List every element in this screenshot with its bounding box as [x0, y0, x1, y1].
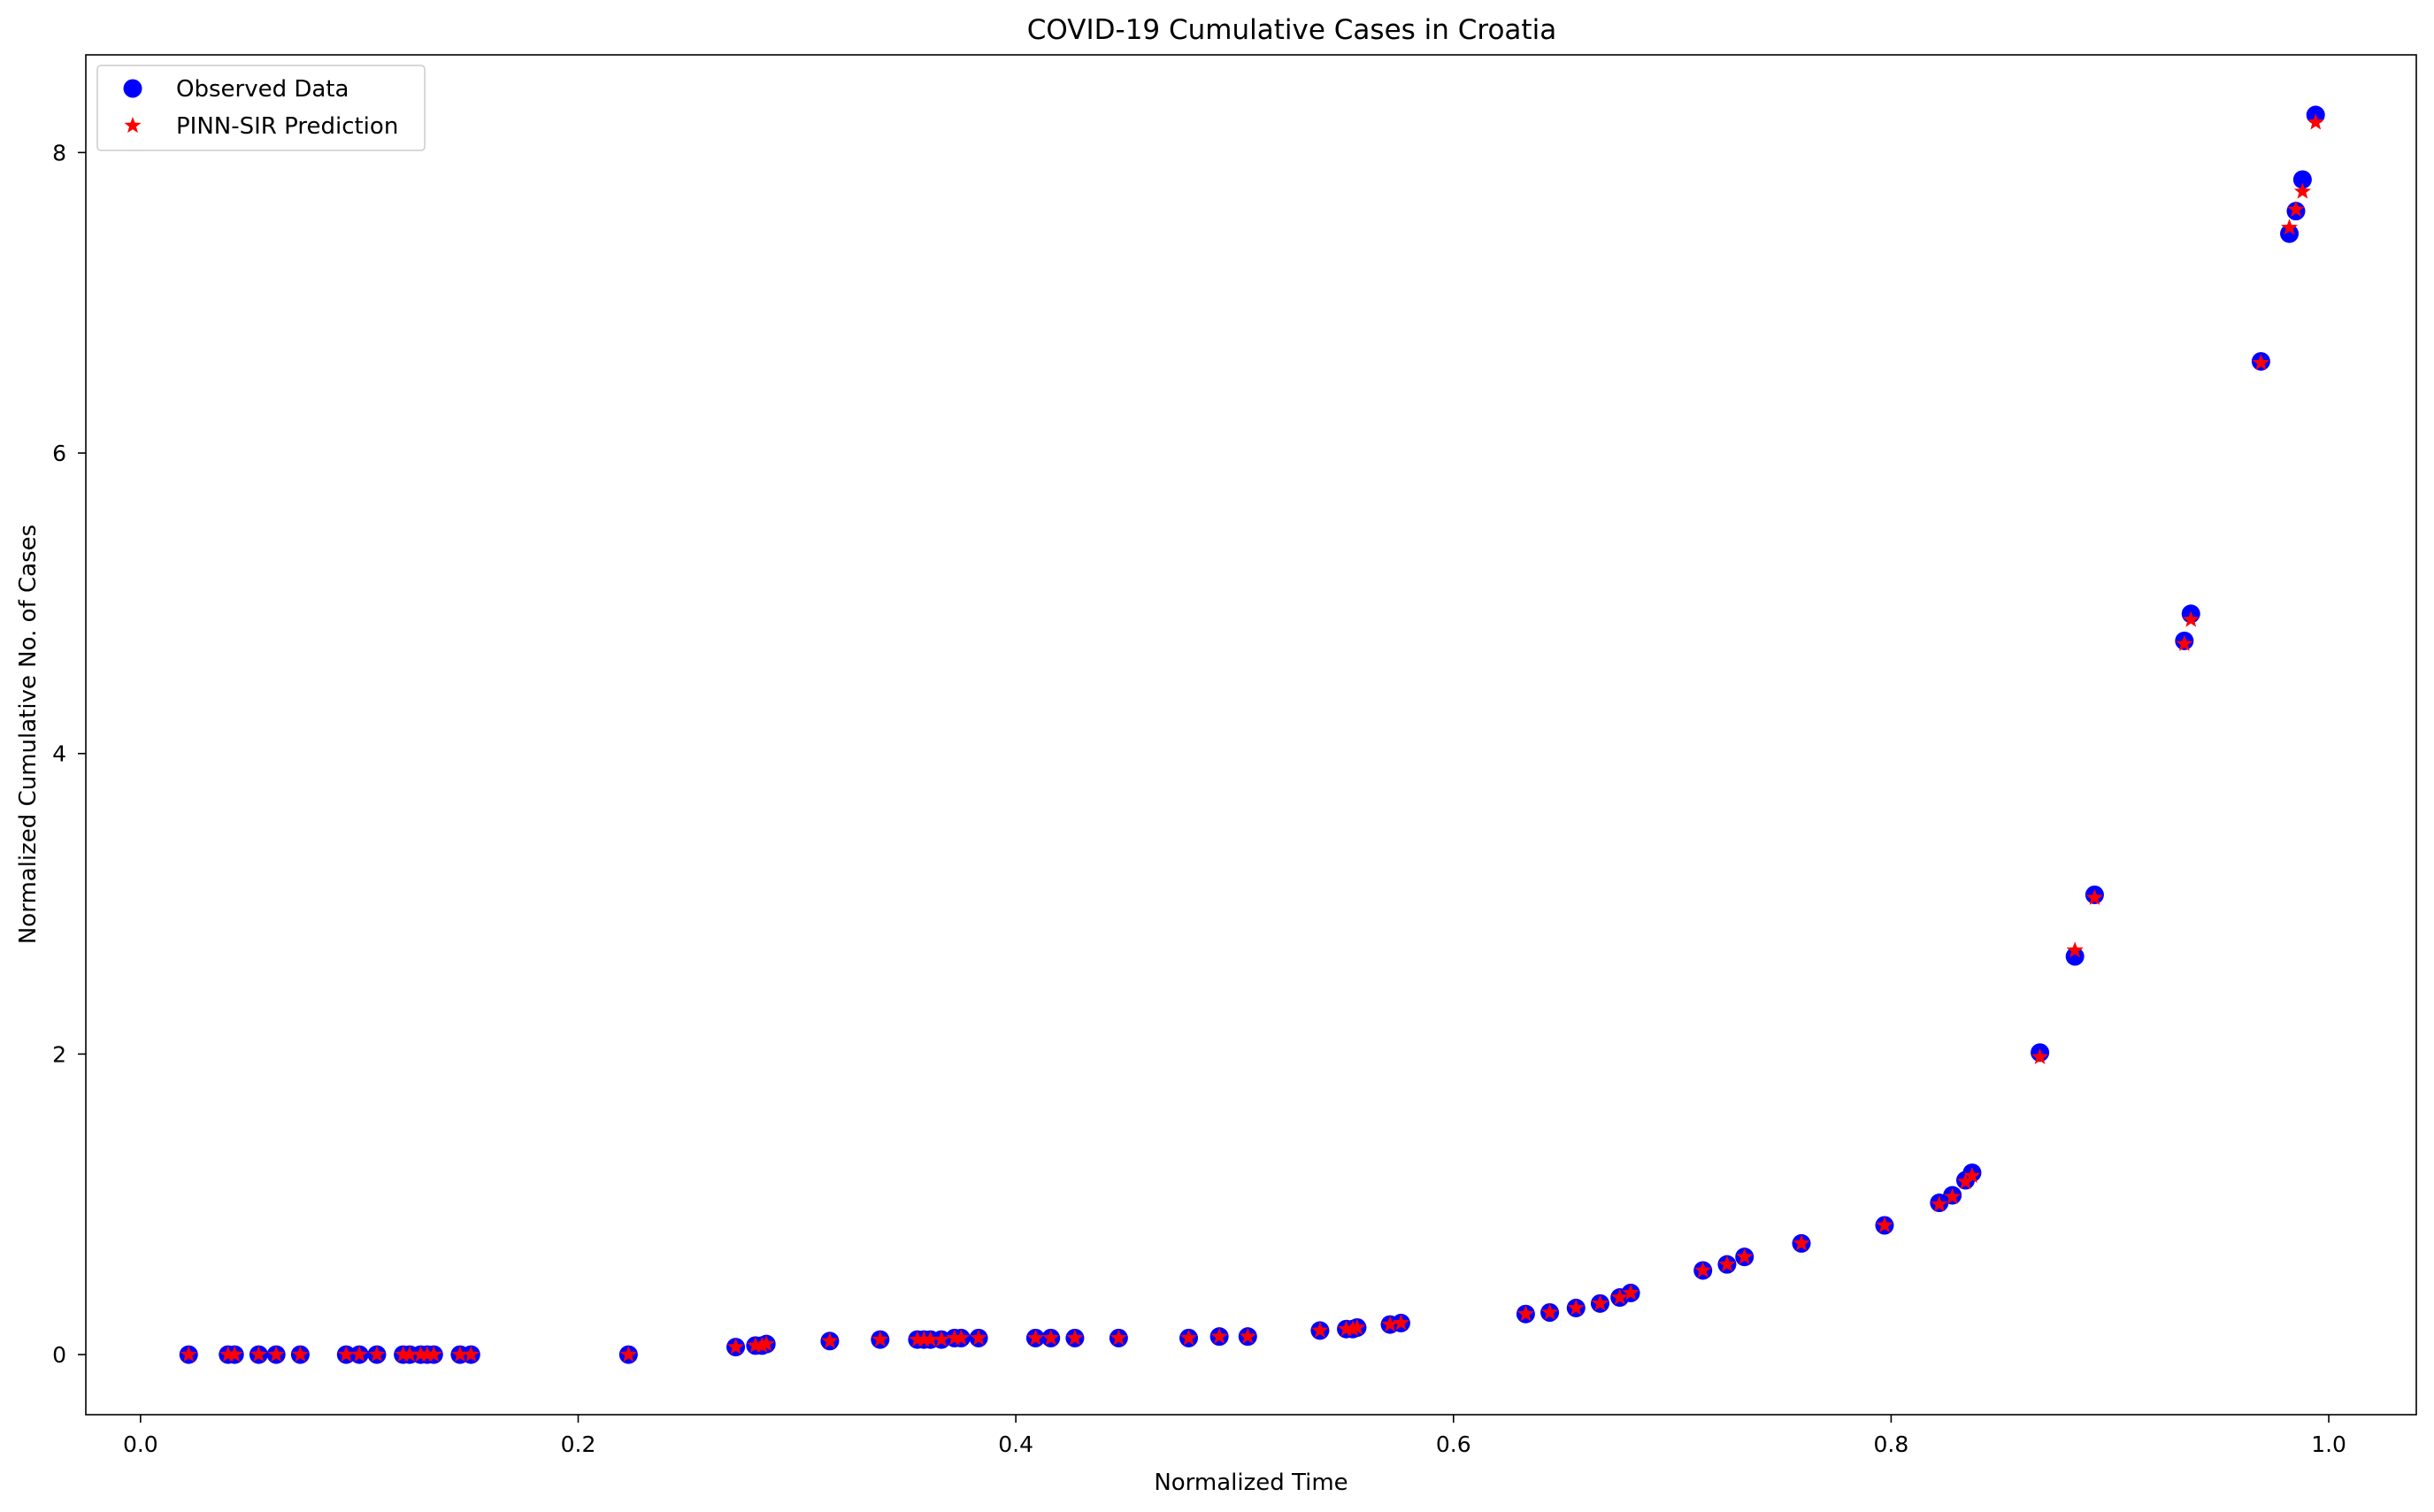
prediction-data-point [915, 1331, 933, 1347]
prediction-data-point [933, 1331, 950, 1347]
prediction-data-point [1180, 1329, 1198, 1346]
prediction-data-point [757, 1335, 775, 1352]
prediction-data-point [425, 1346, 442, 1362]
x-axis: 0.0 0.2 0.4 0.6 0.8 1.0 [123, 1415, 2346, 1457]
prediction-data-point [1931, 1195, 1948, 1212]
prediction-data-point [1210, 1327, 1228, 1344]
prediction-data-point [1026, 1329, 1044, 1346]
prediction-data-point [2085, 888, 2103, 905]
prediction-data-point [1239, 1327, 1256, 1344]
chart-title: COVID-19 Cumulative Cases in Croatia [1027, 14, 1556, 46]
prediction-data-point [2281, 219, 2299, 235]
prediction-data-point [821, 1332, 839, 1348]
prediction-data-point [1567, 1299, 1585, 1316]
prediction-data-point [1110, 1329, 1127, 1346]
prediction-data-point [1338, 1320, 1355, 1337]
prediction-data-point [368, 1346, 386, 1362]
prediction-data-point [1392, 1314, 1409, 1331]
prediction-data-point [2293, 182, 2311, 199]
prediction-data-point [401, 1346, 418, 1362]
prediction-data-point [2307, 113, 2324, 130]
prediction-data-point [619, 1346, 637, 1362]
legend-label: Observed Data [176, 76, 349, 103]
legend-label: PINN-SIR Prediction [176, 113, 398, 140]
y-axis-label: Normalized Cumulative No. of Cases [15, 525, 42, 944]
prediction-data-point [180, 1346, 197, 1362]
y-tick-label: 4 [52, 741, 66, 767]
prediction-data-point [1381, 1316, 1399, 1332]
prediction-data-point [952, 1329, 970, 1346]
prediction-data-point [1793, 1234, 1810, 1251]
plot-area [179, 105, 2325, 1364]
prediction-data-point [753, 1336, 771, 1353]
observed-data-point [2065, 947, 2085, 966]
prediction-data-point [2176, 634, 2193, 651]
prediction-data-point [2287, 200, 2305, 218]
prediction-data-point [1963, 1166, 1981, 1184]
prediction-data-point [1591, 1294, 1609, 1311]
prediction-data-point [1694, 1261, 1712, 1278]
prediction-data-point [909, 1331, 926, 1347]
legend-marker-circle [123, 79, 142, 98]
prediction-data-point [1611, 1288, 1629, 1305]
prediction-data-point [337, 1346, 355, 1362]
x-tick-label: 0.4 [998, 1431, 1033, 1457]
prediction-data-point [922, 1331, 940, 1347]
prediction-data-point [1066, 1329, 1084, 1346]
x-tick-label: 0.2 [561, 1431, 596, 1457]
prediction-data-point [946, 1329, 964, 1346]
prediction-data-point [1736, 1247, 1754, 1264]
prediction-data-point [1541, 1303, 1559, 1320]
prediction-data-point [970, 1329, 987, 1346]
prediction-data-point [1516, 1305, 1534, 1322]
prediction-data-point [1876, 1217, 1893, 1233]
prediction-data-point [267, 1346, 285, 1362]
x-tick-label: 0.6 [1436, 1431, 1471, 1457]
prediction-data-point [2182, 610, 2200, 627]
legend-box [96, 65, 426, 151]
y-tick-label: 6 [52, 441, 66, 466]
x-tick-label: 1.0 [2311, 1431, 2346, 1457]
prediction-data-point [350, 1346, 368, 1362]
prediction-data-point [411, 1346, 429, 1362]
series-pinn-sir-prediction [180, 113, 2324, 1362]
prediction-data-point [1344, 1320, 1362, 1337]
prediction-data-point [1311, 1321, 1329, 1338]
prediction-data-point [462, 1346, 480, 1362]
prediction-data-point [418, 1346, 436, 1362]
y-tick-label: 0 [52, 1342, 66, 1368]
prediction-data-point [1042, 1329, 1060, 1346]
legend: Observed Data PINN-SIR Prediction [96, 65, 426, 151]
observed-data-point [2280, 224, 2300, 243]
prediction-data-point [2252, 354, 2269, 371]
legend-marker-star [124, 117, 142, 134]
x-tick-label: 0.8 [1874, 1431, 1909, 1457]
y-axis: 0 2 4 6 8 [52, 140, 86, 1368]
prediction-data-point [395, 1346, 412, 1362]
prediction-data-point [1622, 1284, 1639, 1301]
prediction-data-point [1944, 1187, 1962, 1204]
plot-frame [85, 54, 2417, 1416]
prediction-data-point [1718, 1255, 1736, 1272]
y-tick-label: 8 [52, 140, 66, 165]
x-tick-label: 0.0 [123, 1431, 158, 1457]
prediction-data-point [219, 1346, 237, 1362]
prediction-data-point [1348, 1318, 1366, 1335]
prediction-data-point [747, 1336, 764, 1353]
y-tick-label: 2 [52, 1041, 66, 1067]
prediction-data-point [1957, 1172, 1975, 1189]
prediction-data-point [250, 1346, 267, 1362]
prediction-data-point [2066, 941, 2084, 958]
x-axis-label: Normalized Time [1154, 1470, 1348, 1496]
prediction-data-point [2031, 1048, 2049, 1064]
prediction-data-point [226, 1346, 243, 1362]
prediction-data-point [727, 1338, 745, 1355]
observed-data-point [2292, 170, 2312, 189]
prediction-data-point [871, 1331, 889, 1347]
prediction-data-point [451, 1346, 469, 1362]
prediction-data-point [291, 1346, 309, 1362]
